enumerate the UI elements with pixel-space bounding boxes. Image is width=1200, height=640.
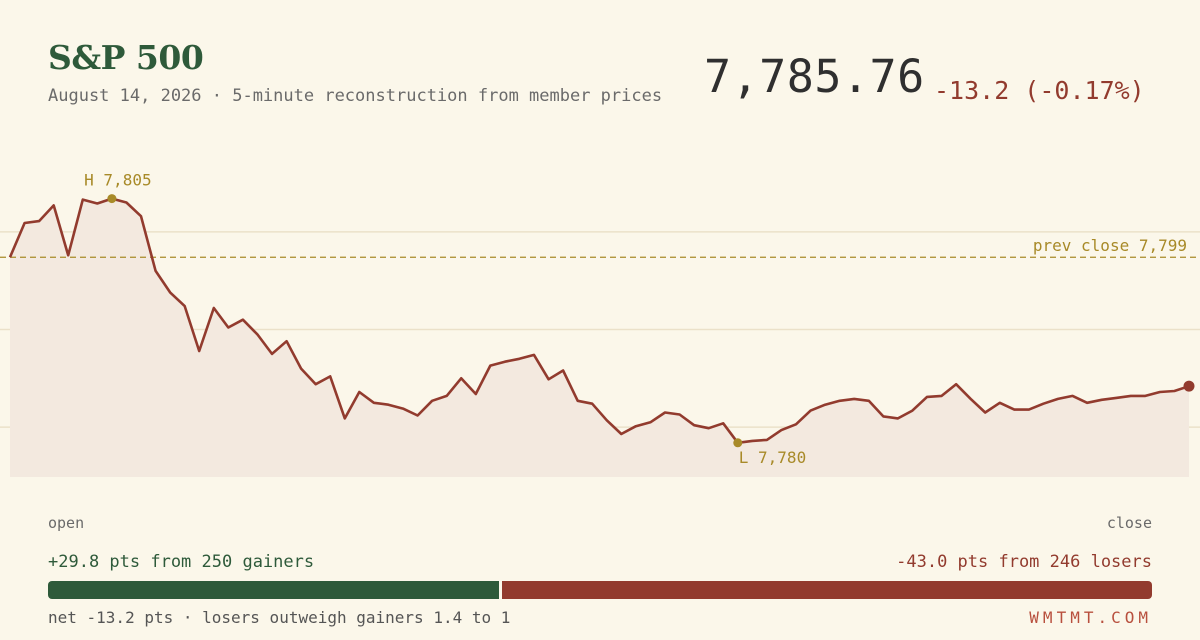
x-axis-close-label: close [1106,514,1152,532]
low-label: L 7,780 [739,448,806,467]
intraday-chart: prev close 7,799 H 7,805 L 7,780 [0,171,1200,477]
close-marker [1183,380,1195,392]
page-subtitle: August 14, 2026 · 5-minute reconstructio… [48,86,663,106]
losers-bar-segment [502,581,1152,599]
price-line [8,197,1190,445]
price-change: -13.2 (-0.17%) [934,76,1145,105]
last-price: 7,785.76 [704,50,925,103]
high-label: H 7,805 [84,171,151,190]
net-summary: net -13.2 pts · losers outweigh gainers … [48,608,511,627]
gainers-bar-segment [48,581,499,599]
breadth-bar [48,581,1152,599]
gainers-summary: +29.8 pts from 250 gainers [48,552,315,572]
brand-mark: WMTMT.COM [1029,608,1152,627]
prev-close-label: prev close 7,799 [1033,236,1187,255]
high-marker [107,194,117,204]
page-title: S&P 500 [48,38,204,77]
price-area-fill [10,198,1189,477]
low-marker [733,438,743,448]
x-axis-open-label: open [48,514,85,532]
losers-summary: -43.0 pts from 246 losers [896,552,1152,572]
